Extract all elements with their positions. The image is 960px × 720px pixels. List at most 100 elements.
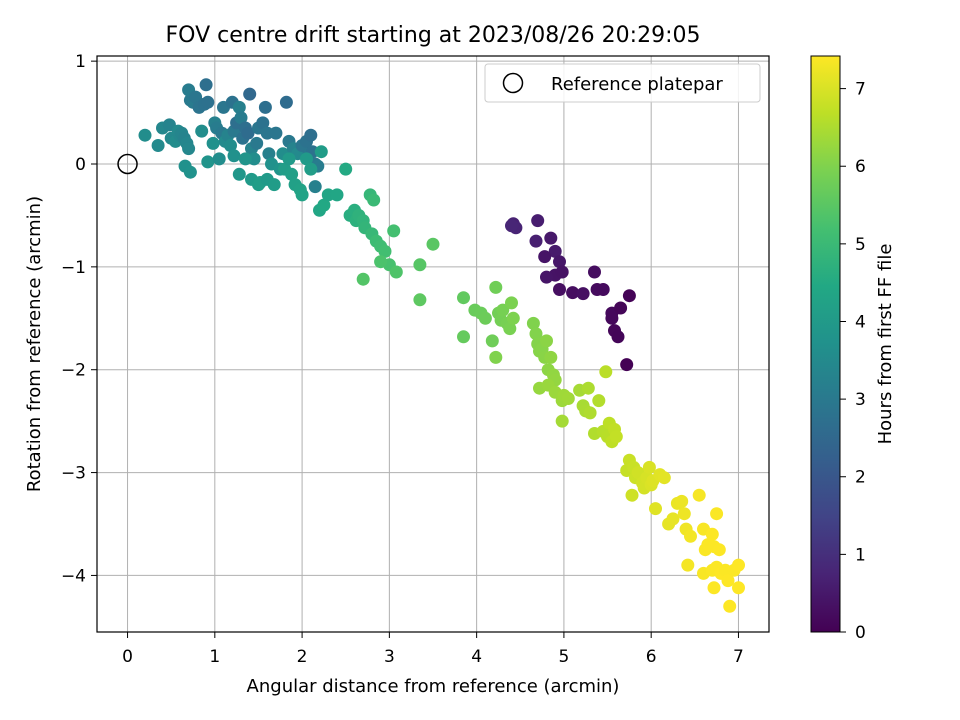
colorbar-tick-label: 5 <box>855 235 866 255</box>
scatter-point <box>232 167 246 181</box>
legend-box <box>484 63 761 103</box>
scatter-point <box>692 488 706 502</box>
scatter-point <box>138 128 152 142</box>
scatter-point <box>496 303 510 317</box>
scatter-point <box>224 139 237 152</box>
scatter-point <box>592 394 606 408</box>
scatter-point <box>548 244 562 258</box>
reference-point <box>117 153 138 175</box>
x-axis-ticks: 0 1 2 3 4 5 6 7 <box>122 632 744 667</box>
scatter-point <box>566 286 580 300</box>
scatter-point <box>151 139 165 152</box>
scatter-point <box>250 136 264 150</box>
x-tick-label: 7 <box>733 647 744 667</box>
scatter-point <box>189 90 203 104</box>
scatter-point <box>199 78 213 92</box>
scatter-point <box>195 124 209 138</box>
scatter-point <box>489 350 503 364</box>
scatter-point <box>531 214 545 228</box>
scatter-point <box>506 311 520 325</box>
chart-title: FOV centre drift starting at 2023/08/26 … <box>166 23 701 48</box>
scatter-point <box>677 507 691 521</box>
scatter-point <box>387 224 401 238</box>
scatter-point <box>212 152 226 166</box>
scatter-point <box>295 188 309 202</box>
x-tick-label: 6 <box>646 647 657 667</box>
scatter-point <box>282 152 296 166</box>
x-tick-label: 5 <box>558 647 569 667</box>
scatter-point <box>243 87 257 101</box>
scatter-point <box>267 178 281 192</box>
scatter-point <box>258 100 272 114</box>
scatter-point <box>583 406 597 420</box>
x-axis-label: Angular distance from reference (arcmin) <box>247 676 620 697</box>
scatter-point <box>657 471 671 485</box>
scatter-point <box>413 293 427 307</box>
y-tick-label: −2 <box>61 361 86 381</box>
scatter-point <box>505 296 518 310</box>
grid-lines <box>97 56 769 632</box>
scatter-point <box>314 145 328 159</box>
scatter-point <box>330 188 344 202</box>
scatter-point <box>478 311 492 325</box>
scatter-point <box>339 162 353 176</box>
scatter-point <box>529 234 543 248</box>
scatter-point <box>304 162 318 176</box>
scatter-point <box>705 527 719 541</box>
scatter-point <box>609 430 623 444</box>
scatter-point <box>576 287 590 301</box>
scatter-point <box>649 502 662 516</box>
colorbar: 0 1 2 3 4 5 6 7 Hours from first FF file <box>810 55 896 643</box>
scatter-point <box>308 180 322 194</box>
scatter-point <box>300 152 313 166</box>
scatter-point <box>596 283 610 296</box>
scatter-point <box>457 291 470 305</box>
scatter-point <box>238 152 252 166</box>
scatter-point <box>426 237 440 251</box>
x-tick-label: 4 <box>471 647 482 667</box>
scatter-point <box>367 193 381 207</box>
scatter-point <box>611 330 625 344</box>
scatter-point <box>356 272 370 286</box>
scatter-point <box>413 258 427 272</box>
scatter-point <box>625 488 639 502</box>
y-tick-label: −1 <box>61 258 86 278</box>
scatter-point <box>285 167 299 181</box>
scatter-point <box>526 316 540 330</box>
scatter-point <box>555 265 569 279</box>
x-tick-label: 2 <box>297 647 308 667</box>
scatter-point <box>389 265 403 279</box>
scatter-point <box>553 283 566 296</box>
y-tick-label: −4 <box>61 566 86 586</box>
scatter-point <box>544 350 558 364</box>
scatter-point <box>304 128 318 142</box>
scatter-point <box>540 334 553 348</box>
scatter-point <box>622 289 636 303</box>
scatter-point <box>206 136 220 150</box>
scatter-point <box>544 231 558 245</box>
scatter-point <box>721 574 735 588</box>
colorbar-tick-label: 4 <box>855 312 866 332</box>
colorbar-gradient <box>810 55 841 633</box>
legend: Reference platepar <box>484 63 761 103</box>
y-axis-label: Rotation from reference (arcmin) <box>24 196 45 492</box>
x-tick-label: 0 <box>122 647 133 667</box>
scatter-point <box>241 126 255 140</box>
colorbar-tick-label: 0 <box>855 623 866 643</box>
scatter-point <box>183 165 197 179</box>
colorbar-tick-label: 7 <box>855 80 866 100</box>
scatter-point <box>182 142 196 156</box>
plot-frame <box>96 55 770 633</box>
scatter-point <box>707 581 721 595</box>
scatter-point <box>675 494 689 508</box>
scatter-point <box>378 244 392 258</box>
data-points <box>138 78 745 613</box>
scatter-point <box>201 95 215 109</box>
scatter-point <box>457 330 470 344</box>
scatter-point <box>723 599 737 613</box>
scatter-point <box>581 381 595 395</box>
legend-marker <box>502 72 524 94</box>
scatter-point <box>620 358 634 372</box>
y-tick-label: −3 <box>61 464 86 484</box>
scatter-point <box>732 581 745 595</box>
